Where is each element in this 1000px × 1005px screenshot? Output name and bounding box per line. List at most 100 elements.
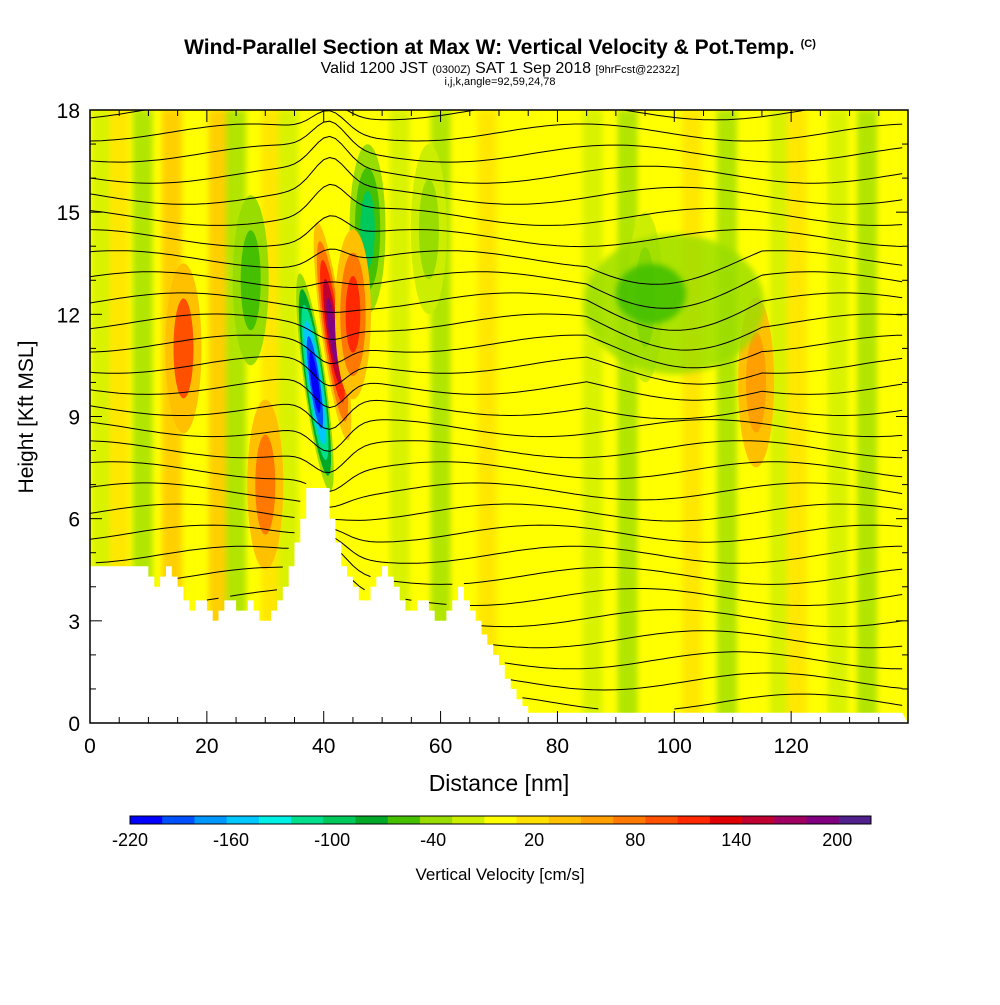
- theta-contour: [90, 440, 903, 474]
- y-tick-label: 3: [68, 611, 80, 634]
- downdraft-region-core: [615, 263, 686, 324]
- y-tick-label: 18: [57, 100, 80, 123]
- theta-contour: [469, 588, 903, 606]
- colorbar-swatch: [387, 816, 421, 824]
- field-band: [582, 110, 603, 723]
- x-tick-label: 40: [312, 735, 335, 758]
- valid-date: SAT 1 Sep 2018: [475, 60, 591, 77]
- field-band: [857, 110, 878, 723]
- theta-contour: [393, 580, 453, 585]
- colorbar-swatch: [774, 816, 808, 824]
- theta-contour: [90, 334, 903, 369]
- theta-contour: [504, 651, 903, 670]
- colorbar-swatch: [548, 816, 582, 824]
- theta-contour: [95, 545, 289, 564]
- theta-contour: [90, 355, 903, 387]
- potential-temperature-contours: [90, 110, 903, 710]
- theta-contour: [90, 378, 903, 409]
- colorbar-tick-label: 200: [822, 830, 852, 850]
- field-band: [389, 110, 410, 723]
- theta-contour: [329, 482, 903, 508]
- y-axis-label: Height [Kft MSL]: [15, 341, 38, 494]
- field-band: [786, 110, 807, 723]
- y-tick-label: 9: [68, 407, 80, 430]
- colorbar-swatch: [677, 816, 711, 824]
- theta-contour: [329, 461, 903, 492]
- colorbar: -220 -160 -100 -40 20 80 140 200: [112, 815, 872, 850]
- colorbar-tick-label: -40: [420, 830, 446, 850]
- theta-contour: [90, 461, 307, 485]
- theta-contour: [335, 537, 903, 564]
- theta-contour: [177, 566, 283, 579]
- colorbar-swatch: [226, 816, 260, 824]
- theta-contour: [90, 503, 295, 518]
- colorbar-tick-label: -220: [112, 830, 148, 850]
- x-tick-label: 60: [429, 735, 452, 758]
- axes: 0 20 40 60 80 100 120 0 3 6 9 12 15 18: [57, 100, 908, 758]
- theta-contour: [230, 589, 278, 597]
- colorbar-swatch: [452, 816, 485, 824]
- chart-title-text: Wind-Parallel Section at Max W: Vertical…: [184, 36, 795, 59]
- theta-contour: [90, 156, 903, 205]
- y-tick-label: 6: [68, 509, 80, 532]
- colorbar-swatch: [613, 816, 646, 824]
- theta-contour: [90, 183, 903, 226]
- theta-contour: [90, 292, 903, 331]
- x-axis-label: Distance [nm]: [429, 770, 570, 796]
- field-band: [827, 110, 848, 723]
- colorbar-tick-label: 140: [721, 830, 751, 850]
- updraft-core-3: [345, 276, 361, 353]
- y-tick-label: 15: [57, 202, 80, 225]
- colorbar-tick-label: 20: [524, 830, 544, 850]
- colorbar-swatch: [516, 816, 550, 824]
- colorbar-swatch: [419, 816, 453, 824]
- theta-contour: [335, 524, 903, 543]
- terrain-mask: [90, 488, 908, 723]
- colorbar-swatch: [645, 816, 679, 824]
- x-tick-label: 100: [657, 735, 692, 758]
- downdraft-core-4: [240, 230, 261, 331]
- colorbar-swatch: [484, 816, 518, 824]
- chart-title: Wind-Parallel Section at Max W: Vertical…: [0, 36, 1000, 60]
- colorbar-tick-label: -160: [213, 830, 249, 850]
- x-tick-label: 20: [195, 735, 218, 758]
- theta-contour: [335, 503, 903, 522]
- y-tick-label: 12: [57, 304, 80, 327]
- colorbar-swatch: [258, 816, 292, 824]
- theta-contour: [522, 697, 599, 710]
- theta-contour: [481, 609, 903, 628]
- theta-contour: [405, 598, 412, 601]
- valid-time-utc: (0300Z): [432, 64, 471, 76]
- theta-contour: [340, 552, 371, 578]
- theta-contour: [90, 419, 903, 452]
- updraft-core-9: [746, 332, 767, 433]
- updraft-core-0: [326, 297, 339, 366]
- downdraft-core-1: [309, 351, 321, 413]
- valid-time: Valid 1200 JST (0300Z) SAT 1 Sep 2018 [9…: [0, 60, 1000, 78]
- downdraft-core-8: [418, 179, 439, 280]
- colorbar-swatch: [742, 816, 775, 824]
- colorbar-swatch: [130, 816, 163, 824]
- theta-contour: [90, 271, 903, 309]
- updraft-core-5: [173, 298, 194, 399]
- theta-contour: [90, 110, 903, 142]
- copyright-mark: (C): [800, 38, 816, 50]
- x-tick-label: 80: [546, 735, 569, 758]
- valid-time-local: Valid 1200 JST: [320, 60, 428, 77]
- forecast-info: [9hrFcst@2232z]: [595, 64, 680, 76]
- theta-contour: [493, 630, 903, 649]
- theta-contour: [90, 120, 903, 163]
- theta-contour: [90, 313, 903, 351]
- x-tick-label: 0: [84, 735, 96, 758]
- theta-contour: [90, 482, 301, 502]
- theta-contour: [90, 399, 903, 430]
- colorbar-swatch: [291, 816, 324, 824]
- theta-contour: [463, 566, 903, 585]
- theta-contour: [206, 597, 219, 601]
- colorbar-swatch: [194, 816, 228, 824]
- theta-contour: [90, 135, 903, 184]
- theta-contour: [428, 602, 447, 605]
- field-band: [477, 110, 498, 723]
